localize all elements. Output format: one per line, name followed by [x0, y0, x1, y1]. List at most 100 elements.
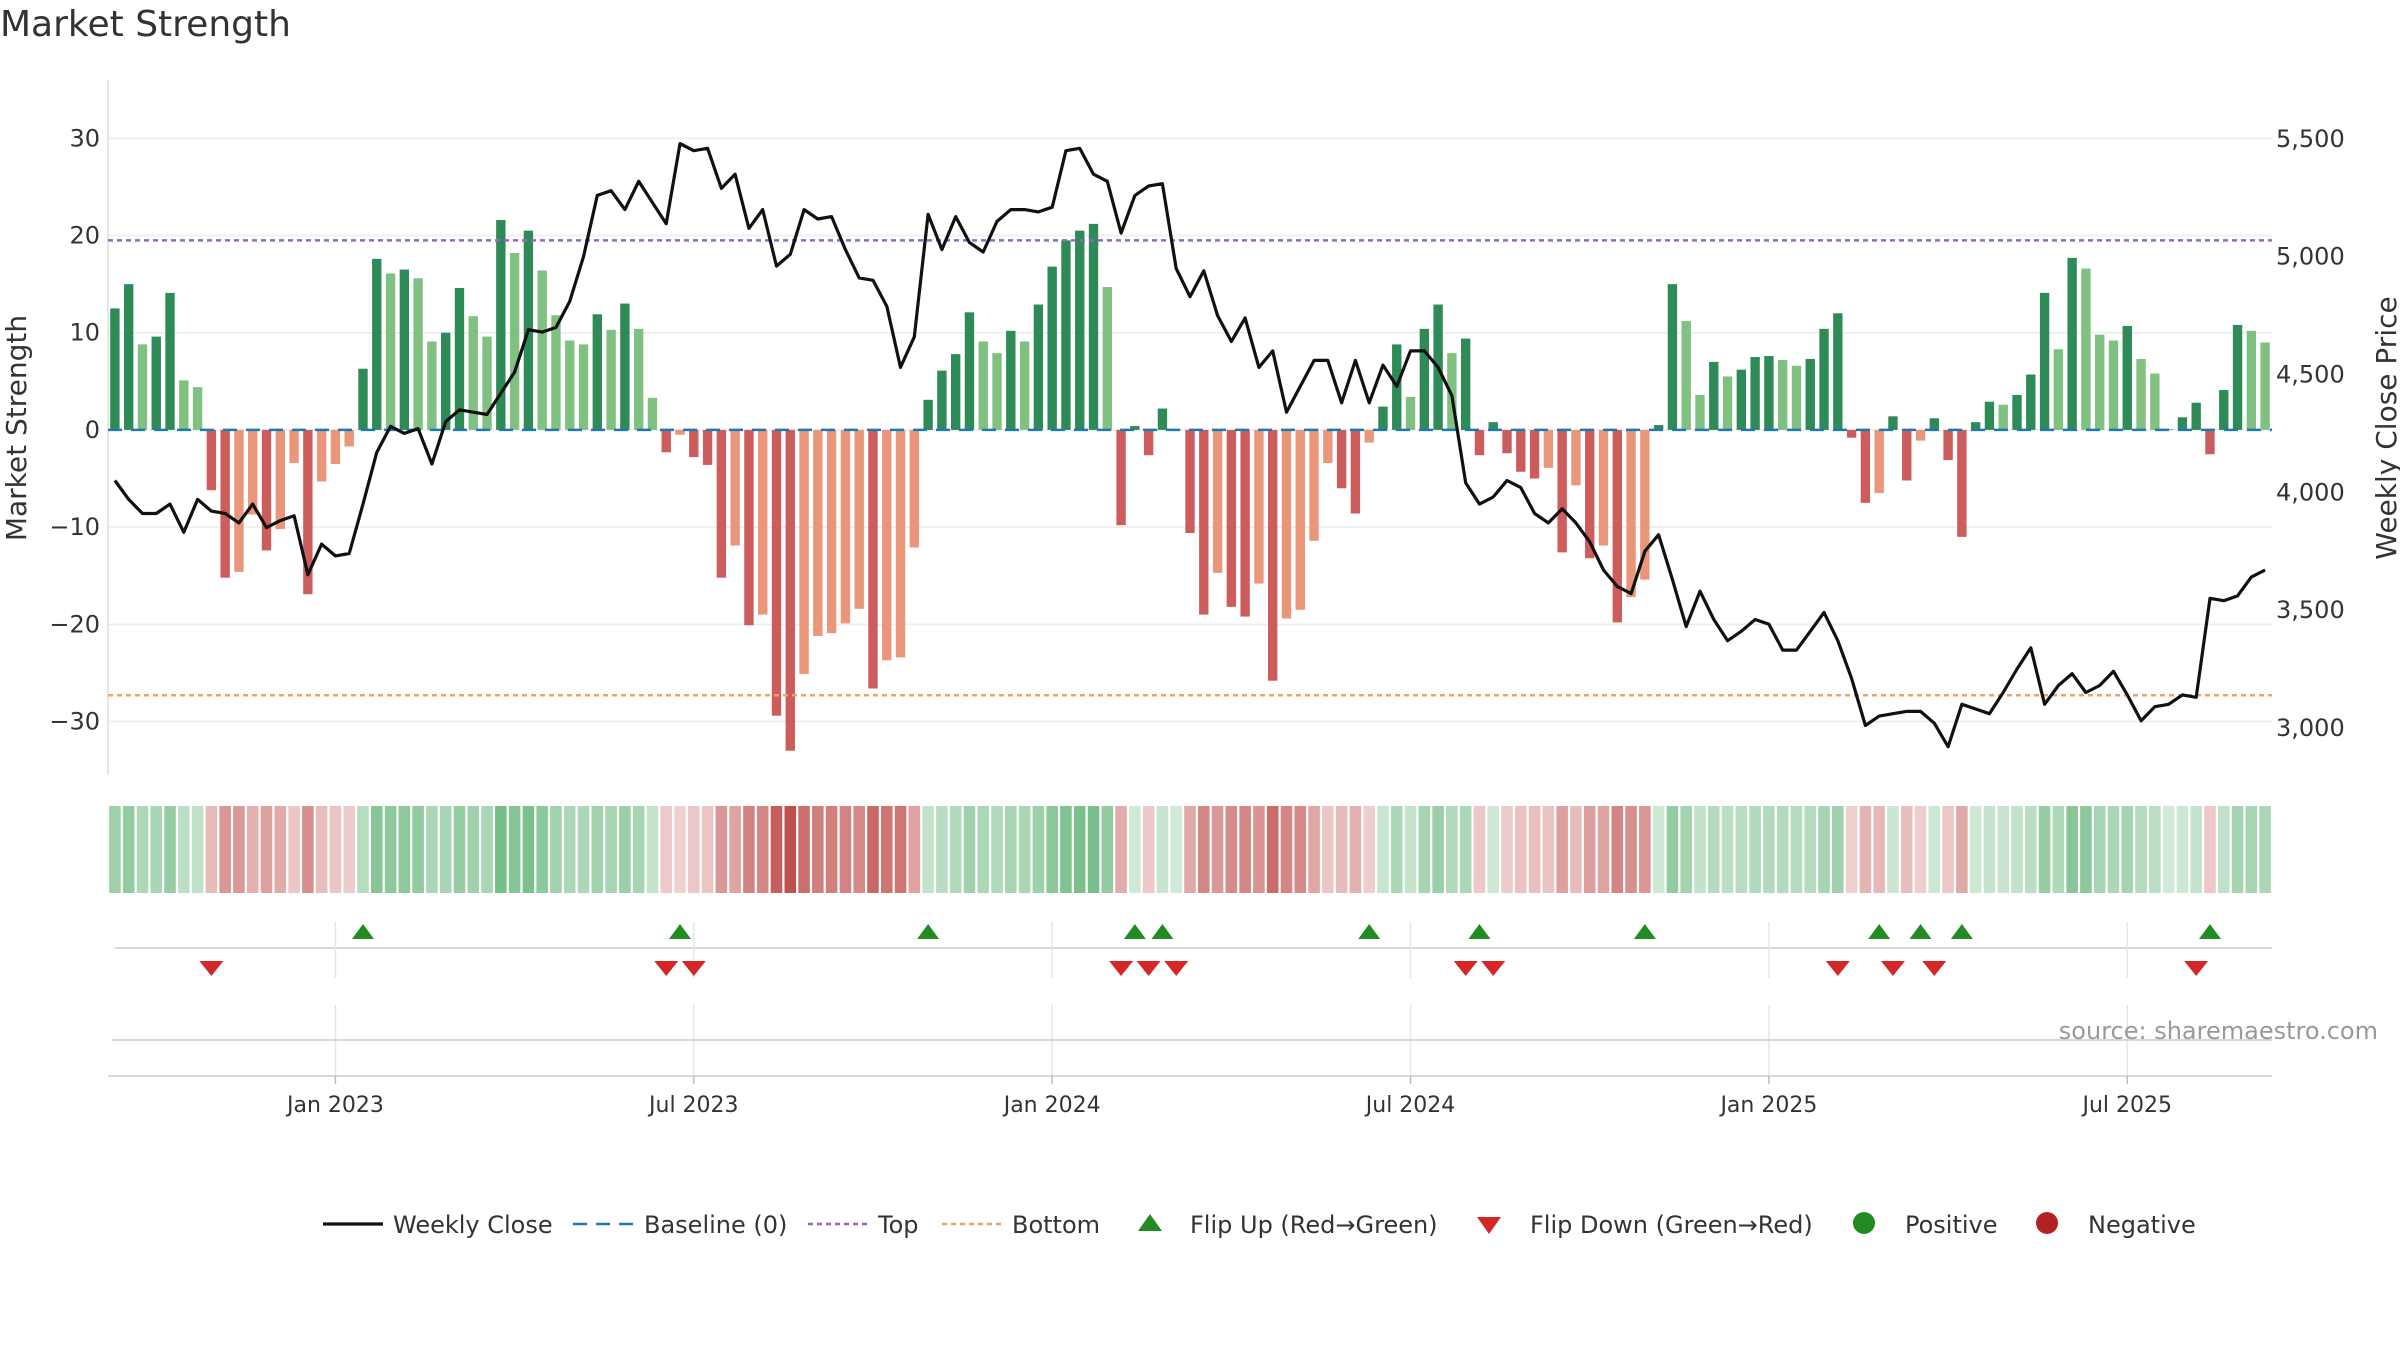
heat-cell [1239, 806, 1251, 893]
legend-swatch-flip-down [1477, 1217, 1501, 1234]
strength-bar [1047, 266, 1057, 430]
heat-cell [522, 806, 535, 893]
heat-cell [1845, 806, 1858, 893]
heat-cell [274, 806, 287, 893]
source-note: source: sharemaestro.com [2059, 1017, 2378, 1045]
heat-cell [991, 806, 1003, 893]
heat-cell [1832, 806, 1844, 893]
heat-cell [1060, 806, 1072, 893]
left-tick-label: 20 [69, 222, 100, 250]
heat-cell [1639, 806, 1651, 893]
heat-cell [536, 806, 548, 893]
heat-cell [632, 806, 645, 893]
strength-bar [1143, 429, 1154, 456]
strength-bar [1185, 429, 1195, 533]
right-tick-label: 3,500 [2276, 596, 2345, 624]
heat-cell [1266, 806, 1279, 893]
strength-bar [1984, 401, 1995, 430]
heat-cell [1928, 806, 1941, 893]
heat-cell [2245, 806, 2258, 893]
flip-down-marker [1164, 961, 1189, 976]
strength-bar [1474, 429, 1485, 456]
flip-up-marker [1468, 924, 1491, 939]
heat-cell [880, 806, 893, 893]
strength-bar [785, 429, 795, 751]
strength-bar [551, 315, 561, 430]
strength-bar [1281, 429, 1292, 619]
heat-cell [1983, 806, 1996, 893]
heat-cell [1735, 806, 1748, 893]
left-tick-label: 0 [85, 416, 100, 444]
strength-bar [978, 341, 988, 430]
legend-swatch-flip-up [1138, 1214, 1162, 1231]
heat-cell [825, 806, 838, 893]
strength-bar [2081, 268, 2091, 430]
strength-bar [275, 429, 285, 530]
heat-cell [1363, 806, 1375, 893]
strength-bar [234, 429, 244, 572]
right-tick-label: 3,000 [2276, 714, 2345, 742]
strength-bar [2108, 340, 2119, 430]
strength-bar [1116, 429, 1126, 526]
strength-bar [165, 292, 175, 430]
weekly-close-line [113, 142, 2266, 749]
heat-cell [1818, 806, 1830, 893]
heat-cell [1556, 806, 1568, 893]
strength-bar [1240, 429, 1250, 617]
heat-cell [1046, 806, 1058, 893]
flip-up-marker [1909, 924, 1932, 939]
heat-cell [1956, 806, 1968, 893]
heat-cell [178, 806, 190, 893]
strength-bar [1929, 418, 1939, 430]
strength-bar [2150, 373, 2160, 430]
strength-bar [620, 303, 630, 430]
flip-up-marker [1868, 924, 1891, 939]
strength-bar [2246, 330, 2257, 430]
heat-cell [2025, 806, 2037, 893]
strength-bar [937, 370, 947, 430]
strength-bar [399, 269, 410, 430]
heat-cell [1446, 806, 1458, 893]
heat-cell [288, 806, 300, 893]
heat-cell [2121, 806, 2134, 893]
heat-cell [619, 806, 631, 893]
strength-bar [1819, 328, 1829, 430]
strength-bar [854, 429, 864, 609]
heat-cell [370, 806, 383, 893]
legend-swatch-positive [1853, 1212, 1875, 1234]
flip-down-marker [199, 961, 224, 976]
strength-bar [1006, 330, 1016, 430]
heat-cell [1349, 806, 1362, 893]
heat-cell [357, 806, 369, 893]
strength-bar [1212, 429, 1223, 573]
strength-bar [537, 270, 547, 430]
strength-bar [868, 429, 878, 689]
strength-bar [427, 341, 437, 430]
strength-bar [1874, 429, 1884, 494]
heat-cell [1170, 806, 1183, 893]
flip-down-marker [1109, 961, 1134, 976]
strength-bar [1088, 223, 1099, 430]
heat-cell [2190, 806, 2202, 893]
strength-bar [964, 312, 975, 430]
heat-cell [963, 806, 976, 893]
heat-cell [839, 806, 852, 893]
flip-down-marker [1481, 961, 1506, 976]
strength-bar [1557, 429, 1567, 553]
heat-cell [1005, 806, 1017, 893]
strength-bar [2012, 394, 2022, 430]
heat-cell [1335, 806, 1348, 893]
heat-cell [1473, 806, 1486, 893]
strength-bar [1778, 359, 1788, 430]
strength-bar [1709, 361, 1719, 430]
strength-bar [261, 429, 272, 551]
heat-cell [1873, 806, 1885, 893]
heat-cell [1666, 806, 1679, 893]
strength-bar [1019, 341, 1030, 430]
heat-cell [467, 806, 480, 893]
strength-bar [813, 429, 823, 636]
heat-cell [936, 806, 948, 893]
heat-cell [1749, 806, 1761, 893]
strength-bar [1571, 429, 1581, 486]
strength-bar [413, 278, 423, 430]
